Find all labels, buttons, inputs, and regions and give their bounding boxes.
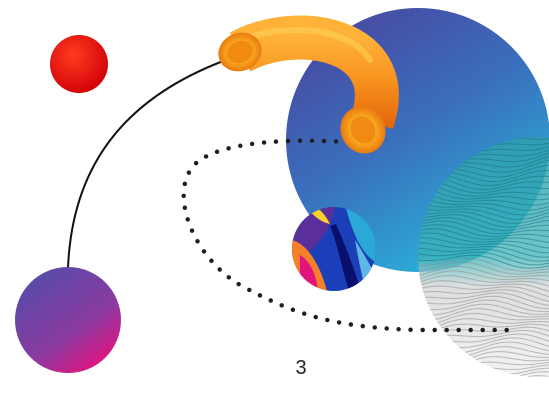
texture-line — [418, 312, 549, 327]
texture-line — [418, 217, 549, 232]
fingerprint-texture — [415, 137, 549, 394]
texture-line — [418, 371, 549, 377]
texture-line — [418, 242, 549, 258]
texture-line — [418, 237, 549, 254]
texture-line — [418, 254, 549, 269]
texture-line — [418, 295, 549, 310]
texture-line — [418, 228, 549, 244]
texture-line — [418, 303, 549, 316]
texture-line — [418, 207, 549, 220]
texture-line — [418, 211, 549, 224]
texture-line — [418, 247, 549, 262]
texture-line — [418, 224, 549, 239]
texture-line — [418, 270, 549, 284]
texture-line — [418, 201, 549, 216]
texture-line — [418, 308, 549, 322]
texture-line — [418, 292, 549, 307]
texture-line — [418, 265, 549, 279]
texture-line — [418, 220, 549, 235]
texture-line — [418, 280, 549, 295]
texture-line — [418, 190, 549, 206]
texture-line — [418, 186, 549, 201]
texture-line — [415, 380, 549, 394]
texture-line — [418, 285, 549, 300]
page-number: 3 — [295, 357, 307, 379]
texture-line — [418, 261, 549, 275]
texture-line — [418, 214, 549, 228]
dotted-loop — [181, 138, 513, 333]
texture-line — [418, 299, 549, 313]
gradient-ball — [15, 267, 121, 373]
curved-line — [67, 54, 241, 269]
orange-tube — [218, 15, 399, 154]
texture-line — [418, 258, 549, 272]
texture-line — [418, 232, 549, 249]
red-circle — [50, 35, 108, 93]
texture-line — [418, 375, 549, 377]
texture-line — [418, 275, 549, 290]
texture-line — [418, 289, 549, 303]
texture-line — [418, 251, 549, 266]
texture-line — [418, 196, 549, 211]
